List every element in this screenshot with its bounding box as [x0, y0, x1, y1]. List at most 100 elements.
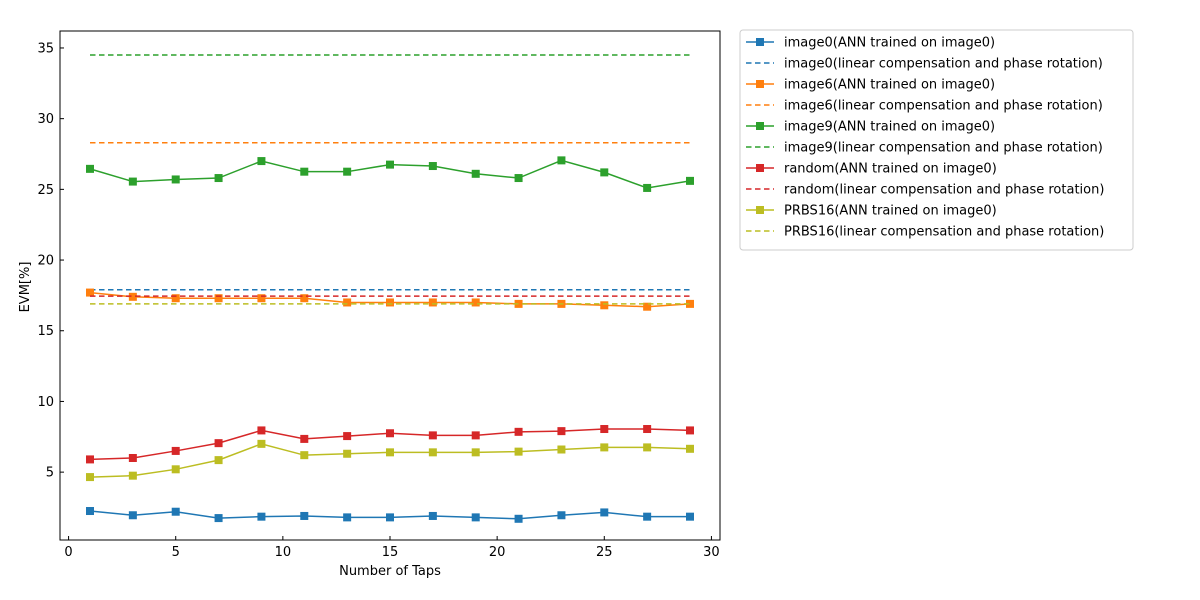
data-point — [600, 168, 609, 177]
y-tick-label: 15 — [37, 324, 54, 339]
legend-marker — [756, 122, 764, 130]
data-point — [514, 299, 523, 308]
x-tick-label: 15 — [382, 545, 399, 560]
legend-box — [739, 29, 1134, 251]
data-point — [171, 446, 180, 455]
x-axis-label: Number of Taps — [339, 564, 441, 579]
data-point — [257, 157, 266, 166]
series-4 — [86, 156, 694, 192]
data-point — [86, 455, 94, 464]
data-point — [128, 453, 137, 462]
data-point — [643, 512, 652, 521]
legend-marker — [756, 164, 764, 172]
x-tick-label: 30 — [703, 545, 720, 560]
data-point — [428, 511, 437, 520]
legend-item: random(ANN trained on image0) — [746, 162, 997, 177]
data-point — [428, 162, 437, 171]
data-point — [557, 156, 566, 165]
data-point — [557, 511, 566, 520]
legend-item: PRBS16(ANN trained on image0) — [746, 204, 997, 219]
data-point — [514, 514, 523, 523]
legend-label: PRBS16(ANN trained on image0) — [784, 204, 997, 219]
legend-marker — [756, 38, 764, 46]
data-point — [257, 439, 266, 448]
data-point — [600, 443, 609, 452]
data-point — [300, 511, 309, 520]
legend-item: image9(ANN trained on image0) — [746, 120, 995, 135]
data-point — [386, 513, 394, 522]
legend-item: PRBS16(linear compensation and phase rot… — [746, 225, 1104, 240]
legend-item: image0(linear compensation and phase rot… — [746, 57, 1103, 72]
data-point — [214, 456, 223, 465]
data-point — [643, 302, 652, 311]
legend-item: image9(linear compensation and phase rot… — [746, 141, 1103, 156]
data-point — [471, 448, 480, 457]
data-point — [557, 445, 566, 454]
data-point — [86, 288, 94, 297]
legend-label: image0(ANN trained on image0) — [784, 36, 995, 51]
x-tick-label: 5 — [172, 545, 180, 560]
data-point — [214, 294, 223, 303]
x-tick-label: 25 — [596, 545, 613, 560]
data-point — [214, 174, 223, 183]
data-point — [600, 301, 609, 310]
legend-label: image6(ANN trained on image0) — [784, 78, 995, 93]
data-point — [514, 447, 523, 456]
data-point — [343, 167, 352, 176]
data-point — [171, 175, 180, 184]
y-tick-label: 20 — [37, 254, 54, 269]
data-point — [471, 513, 480, 522]
data-point — [643, 443, 652, 452]
data-point — [686, 176, 694, 185]
data-point — [300, 294, 309, 303]
data-point — [686, 512, 694, 521]
data-point — [471, 431, 480, 440]
data-point — [686, 299, 694, 308]
series-8 — [86, 439, 694, 482]
data-point — [386, 429, 394, 438]
series-6 — [86, 425, 694, 464]
data-point — [128, 471, 137, 480]
data-point — [171, 465, 180, 474]
data-point — [471, 298, 480, 307]
data-point — [128, 177, 137, 186]
data-point — [386, 160, 394, 169]
data-point — [514, 427, 523, 436]
x-tick-label: 10 — [275, 545, 292, 560]
data-point — [471, 169, 480, 178]
data-point — [171, 507, 180, 516]
data-point — [343, 513, 352, 522]
data-point — [643, 425, 652, 434]
data-point — [257, 294, 266, 303]
data-point — [214, 514, 223, 523]
legend-label: random(ANN trained on image0) — [784, 162, 997, 177]
x-tick-label: 0 — [64, 545, 72, 560]
data-point — [600, 425, 609, 434]
y-tick-label: 35 — [37, 41, 54, 56]
legend: image0(ANN trained on image0) image0(line… — [739, 29, 1134, 251]
data-point — [428, 448, 437, 457]
data-point — [214, 439, 223, 448]
legend-item: image6(linear compensation and phase rot… — [746, 99, 1103, 114]
data-point — [300, 167, 309, 176]
series-0 — [86, 507, 694, 523]
series-2 — [86, 288, 694, 311]
data-point — [686, 426, 694, 435]
y-tick-label: 30 — [37, 112, 54, 127]
data-point — [386, 448, 394, 457]
legend-item: image0(ANN trained on image0) — [746, 36, 995, 51]
data-point — [86, 507, 94, 516]
data-point — [343, 432, 352, 441]
data-point — [686, 444, 694, 453]
data-point — [257, 426, 266, 435]
data-point — [86, 164, 94, 173]
plot-layer: 0 5 10 15 20 25 30 5 10 15 20 25 30 35 — [37, 30, 721, 560]
data-point — [428, 431, 437, 440]
legend-item: random(linear compensation and phase rot… — [746, 183, 1104, 198]
y-axis-label: EVM[%] — [18, 262, 33, 313]
data-point — [557, 427, 566, 436]
plot-frame — [59, 30, 721, 541]
legend-label: image6(linear compensation and phase rot… — [784, 99, 1103, 114]
data-point — [300, 434, 309, 443]
